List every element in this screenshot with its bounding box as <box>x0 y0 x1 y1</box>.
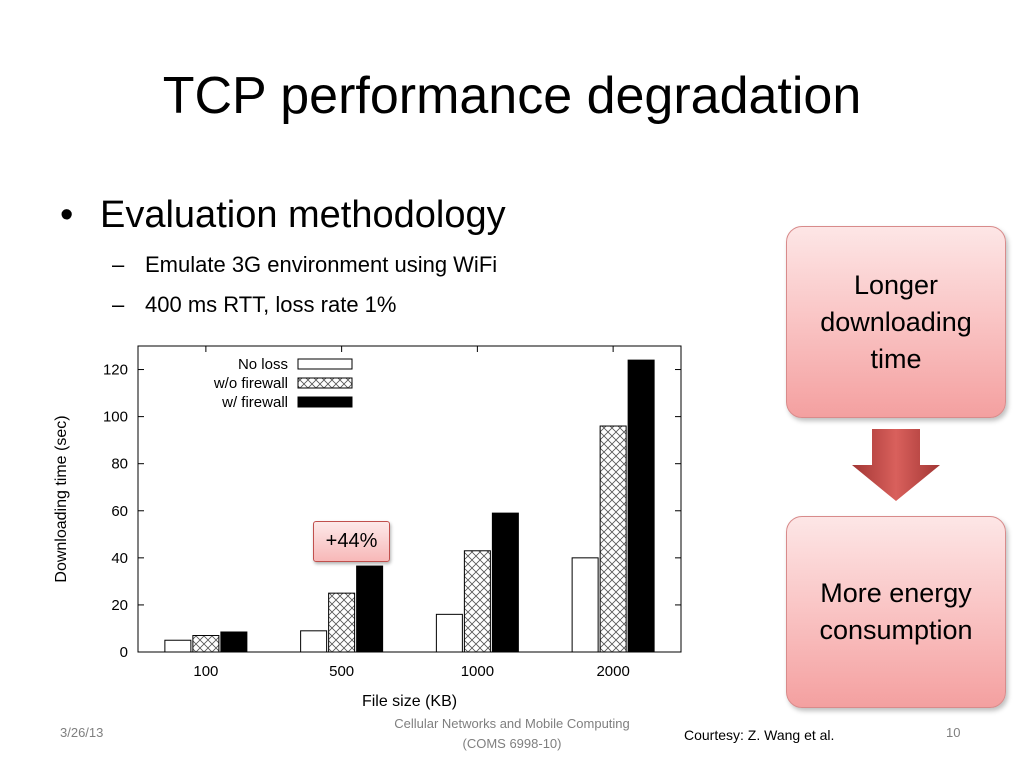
bar <box>164 639 192 653</box>
x-tick-label: 2000 <box>596 663 629 680</box>
x-tick-label: 500 <box>329 663 354 680</box>
bar <box>599 425 627 653</box>
footer-courtesy: Courtesy: Z. Wang et al. <box>684 727 835 743</box>
bar-chart: 0 20 40 60 80 100 120 100 500 1000 2000 File size (… <box>53 345 682 710</box>
x-tick-label: 100 <box>193 663 218 680</box>
callout-line: time <box>870 343 922 374</box>
sub-bullet: –400 ms RTT, loss rate 1% <box>112 290 396 320</box>
legend-swatch <box>297 396 353 408</box>
bar <box>627 359 655 653</box>
x-tick-label: 1000 <box>461 663 494 680</box>
y-axis-label: Downloading time (sec) <box>53 415 70 582</box>
bar <box>220 631 248 653</box>
callout-line: downloading <box>820 306 972 337</box>
bar <box>356 565 384 653</box>
bar <box>300 630 328 653</box>
main-bullet: • Evaluation methodology <box>60 190 506 240</box>
sub-bullet-text: 400 ms RTT, loss rate 1% <box>145 292 397 317</box>
slide-title: TCP performance degradation <box>162 67 862 125</box>
callout-more-energy-consumption: More energy consumption <box>786 516 1006 708</box>
y-tick-label: 120 <box>103 362 128 379</box>
footer-course-line: Cellular Networks and Mobile Computing <box>394 716 630 731</box>
callout-line: More energy <box>820 578 972 608</box>
y-tick-label: 40 <box>111 550 128 567</box>
sub-bullet-text: Emulate 3G environment using WiFi <box>145 252 498 277</box>
down-arrow-icon <box>852 429 940 501</box>
footer-page-number: 10 <box>946 725 961 740</box>
bar <box>435 613 463 653</box>
legend-label: w/o firewall <box>213 375 288 392</box>
plot-frame <box>137 345 682 653</box>
footer-course: Cellular Networks and Mobile Computing (… <box>362 714 662 754</box>
y-tick-label: 20 <box>111 597 128 614</box>
footer-date: 3/26/13 <box>60 725 104 740</box>
bar <box>192 635 220 653</box>
bar <box>328 592 356 653</box>
sub-bullet: – Emulate 3G environment using WiFi <box>112 250 497 280</box>
callout-line: Longer <box>853 269 939 300</box>
bar <box>491 512 519 653</box>
x-axis-label: File size (KB) <box>362 693 457 710</box>
bar <box>463 550 491 653</box>
callout-line: consumption <box>819 615 973 645</box>
bar <box>571 557 599 653</box>
legend-swatch <box>297 358 353 370</box>
callout-longer-downloading-time: Longer downloading time <box>786 226 1006 418</box>
increase-annotation: +44% <box>313 521 390 562</box>
main-bullet-text: Evaluation methodology <box>100 194 506 236</box>
sub-bullet-dash: – <box>112 292 125 317</box>
y-tick-label: 0 <box>120 644 128 661</box>
legend-label: No loss <box>238 356 288 373</box>
sub-bullet-dash: – <box>112 252 125 277</box>
legend-swatch <box>297 377 353 389</box>
y-tick-label: 60 <box>111 503 128 520</box>
legend-label: w/ firewall <box>221 394 288 411</box>
y-tick-label: 80 <box>111 456 128 473</box>
y-tick-label: 100 <box>103 409 128 426</box>
bullet-dot: • <box>60 194 74 236</box>
footer-course-line: (COMS 6998-10) <box>462 736 562 751</box>
